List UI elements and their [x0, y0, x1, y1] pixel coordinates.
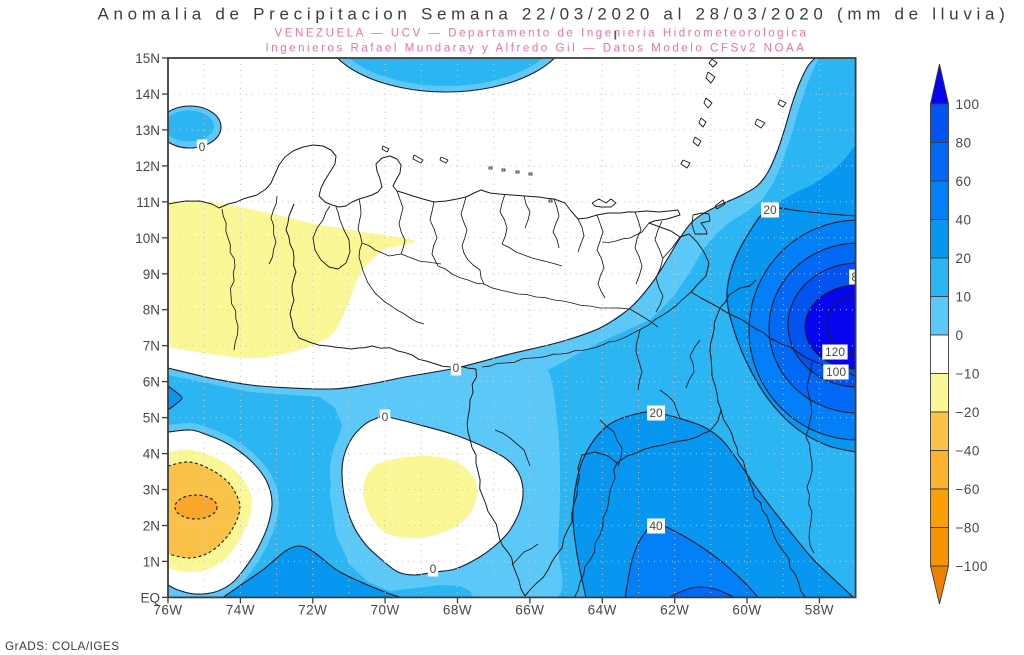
svg-text:−80: −80 [956, 521, 980, 536]
svg-text:72W: 72W [298, 602, 327, 617]
svg-text:VENEZUELA — UCV — Departamento: VENEZUELA — UCV — Departamento de Ingeni… [275, 28, 809, 40]
svg-text:12N: 12N [135, 159, 160, 174]
svg-text:5N: 5N [143, 411, 160, 426]
svg-text:1N: 1N [143, 554, 160, 569]
svg-text:14N: 14N [135, 87, 160, 102]
svg-text:74W: 74W [226, 602, 255, 617]
svg-text:120: 120 [825, 345, 845, 359]
svg-text:11N: 11N [136, 195, 160, 210]
svg-text:13N: 13N [135, 123, 160, 138]
svg-text:−20: −20 [956, 405, 980, 420]
svg-text:−60: −60 [956, 482, 980, 497]
svg-text:20: 20 [956, 251, 972, 266]
svg-text:−10: −10 [956, 367, 980, 382]
svg-text:6N: 6N [143, 375, 160, 390]
svg-text:80: 80 [851, 270, 865, 284]
svg-text:Anomalia de Precipitacion Sema: Anomalia de Precipitacion Semana 22/03/2… [97, 5, 1009, 24]
svg-text:8N: 8N [143, 303, 160, 318]
svg-text:20: 20 [649, 406, 663, 420]
svg-text:15N: 15N [135, 51, 160, 66]
svg-text:80: 80 [956, 136, 972, 151]
svg-text:40: 40 [649, 519, 663, 533]
svg-text:66W: 66W [515, 602, 544, 617]
svg-text:58W: 58W [805, 602, 834, 617]
svg-text:0: 0 [199, 140, 206, 154]
svg-text:100: 100 [956, 97, 980, 112]
svg-text:9N: 9N [143, 267, 160, 282]
svg-text:76W: 76W [153, 602, 182, 617]
svg-text:0: 0 [453, 361, 460, 375]
svg-text:64W: 64W [588, 602, 617, 617]
svg-text:−100: −100 [956, 559, 988, 574]
svg-text:68W: 68W [443, 602, 472, 617]
svg-text:0: 0 [382, 410, 389, 424]
svg-text:0: 0 [430, 562, 437, 576]
svg-text:0: 0 [956, 328, 964, 343]
svg-text:100: 100 [826, 365, 846, 379]
svg-text:10: 10 [956, 290, 972, 305]
svg-text:62W: 62W [660, 602, 689, 617]
svg-text:70W: 70W [370, 602, 399, 617]
svg-text:−40: −40 [956, 444, 980, 459]
svg-text:3N: 3N [143, 483, 160, 498]
svg-text:40: 40 [956, 213, 972, 228]
svg-text:Ingenieros Rafael Mundaray y A: Ingenieros Rafael Mundaray y Alfredo Gil… [266, 43, 807, 55]
svg-text:4N: 4N [143, 447, 160, 462]
svg-text:GrADS: COLA/IGES: GrADS: COLA/IGES [5, 640, 120, 653]
svg-text:7N: 7N [143, 339, 160, 354]
svg-text:2N: 2N [143, 519, 160, 534]
svg-text:EQ: EQ [140, 590, 160, 605]
svg-text:60: 60 [956, 174, 972, 189]
svg-text:10N: 10N [135, 231, 160, 246]
svg-text:20: 20 [763, 203, 777, 217]
svg-text:60W: 60W [732, 602, 761, 617]
